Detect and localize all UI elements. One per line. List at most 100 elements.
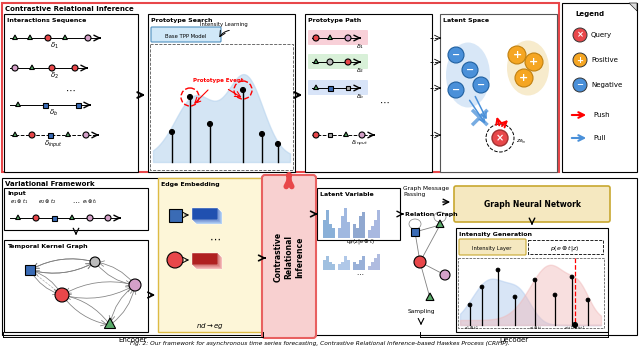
Circle shape [12,65,18,71]
Text: Prototype Event: Prototype Event [193,78,243,83]
FancyBboxPatch shape [308,80,368,95]
Bar [353,224,355,238]
FancyBboxPatch shape [4,14,138,172]
Text: Positive: Positive [591,57,618,63]
Bar [328,133,332,137]
Bar [346,86,350,90]
FancyBboxPatch shape [4,240,148,332]
FancyBboxPatch shape [158,178,262,332]
Polygon shape [15,102,20,107]
Bar [332,264,335,270]
Bar [356,228,358,238]
Text: Latent Variable: Latent Variable [320,192,374,197]
Circle shape [55,288,69,302]
Circle shape [440,270,450,280]
Polygon shape [63,35,67,40]
Bar [344,208,346,238]
Circle shape [533,278,537,282]
Circle shape [83,132,89,138]
Text: −: − [577,81,584,90]
Circle shape [359,132,365,138]
Text: $nd \rightarrow eg$: $nd \rightarrow eg$ [196,321,224,331]
Text: $\delta_{input}$: $\delta_{input}$ [45,139,63,150]
Bar [194,210,220,222]
Circle shape [45,35,51,41]
Text: $\cdots$: $\cdots$ [65,85,76,95]
Polygon shape [426,293,434,301]
Text: Sampling: Sampling [407,309,435,314]
Polygon shape [65,132,70,136]
Text: Prototype Path: Prototype Path [308,18,361,23]
Text: $\delta_{input}$: $\delta_{input}$ [351,139,369,149]
Circle shape [327,59,333,65]
Text: $e_{i+1}\otimes t_{i+1}$: $e_{i+1}\otimes t_{i+1}$ [564,324,586,332]
Text: +: + [520,73,529,83]
Circle shape [492,130,508,146]
Circle shape [275,142,280,146]
Circle shape [515,69,533,87]
Bar [195,211,221,223]
Text: Edge Embedding: Edge Embedding [161,182,220,187]
Bar [371,226,374,238]
Polygon shape [28,35,33,40]
Circle shape [345,35,351,41]
Text: Prototype Search: Prototype Search [151,18,212,23]
Text: Query: Query [591,32,612,38]
Bar [323,260,326,270]
Polygon shape [436,220,444,228]
Text: Intensity Generation: Intensity Generation [459,232,532,237]
Text: Latent Space: Latent Space [443,18,489,23]
Bar [196,212,222,224]
FancyBboxPatch shape [148,14,295,172]
Text: $e_1\otimes t_1$: $e_1\otimes t_1$ [463,324,478,332]
Bar [51,215,56,220]
Circle shape [49,65,55,71]
Circle shape [129,279,141,291]
Circle shape [573,28,587,42]
Polygon shape [13,35,17,40]
Bar [411,228,419,236]
Bar [168,209,182,221]
Circle shape [207,121,212,127]
Circle shape [448,82,464,98]
Circle shape [508,46,526,64]
Bar [374,220,376,238]
Circle shape [259,132,264,136]
Text: $e_i \otimes t_i$: $e_i \otimes t_i$ [82,197,98,206]
FancyBboxPatch shape [454,186,610,222]
Text: Graph Neural Network: Graph Neural Network [483,200,580,209]
Text: Legend: Legend [575,11,604,17]
Bar [328,85,333,91]
FancyBboxPatch shape [528,240,603,254]
Bar [377,210,380,238]
Circle shape [586,298,590,302]
Circle shape [573,53,587,67]
FancyBboxPatch shape [2,3,559,172]
FancyBboxPatch shape [150,44,293,170]
Bar [356,264,358,270]
Polygon shape [70,215,74,220]
Text: $\cdots$: $\cdots$ [72,198,80,204]
Polygon shape [314,85,319,90]
FancyBboxPatch shape [262,175,316,338]
Text: Pull: Pull [593,135,605,141]
Text: $\delta_1$: $\delta_1$ [356,42,364,51]
FancyBboxPatch shape [308,30,368,45]
Bar [371,262,374,270]
Polygon shape [15,215,20,220]
Circle shape [345,59,351,65]
Bar [377,254,380,270]
Bar [42,102,47,108]
Text: $e_i\otimes t_i$: $e_i\otimes t_i$ [529,324,541,332]
Bar [76,102,81,108]
Bar [344,256,346,270]
Circle shape [313,132,319,138]
Text: Base TPP Model: Base TPP Model [165,34,207,39]
Polygon shape [29,65,35,69]
Bar [338,264,340,270]
Text: ×: × [577,31,584,40]
Circle shape [462,62,478,78]
Text: Interactions Sequence: Interactions Sequence [7,18,86,23]
Text: ×: × [496,133,504,143]
Bar [195,256,221,268]
